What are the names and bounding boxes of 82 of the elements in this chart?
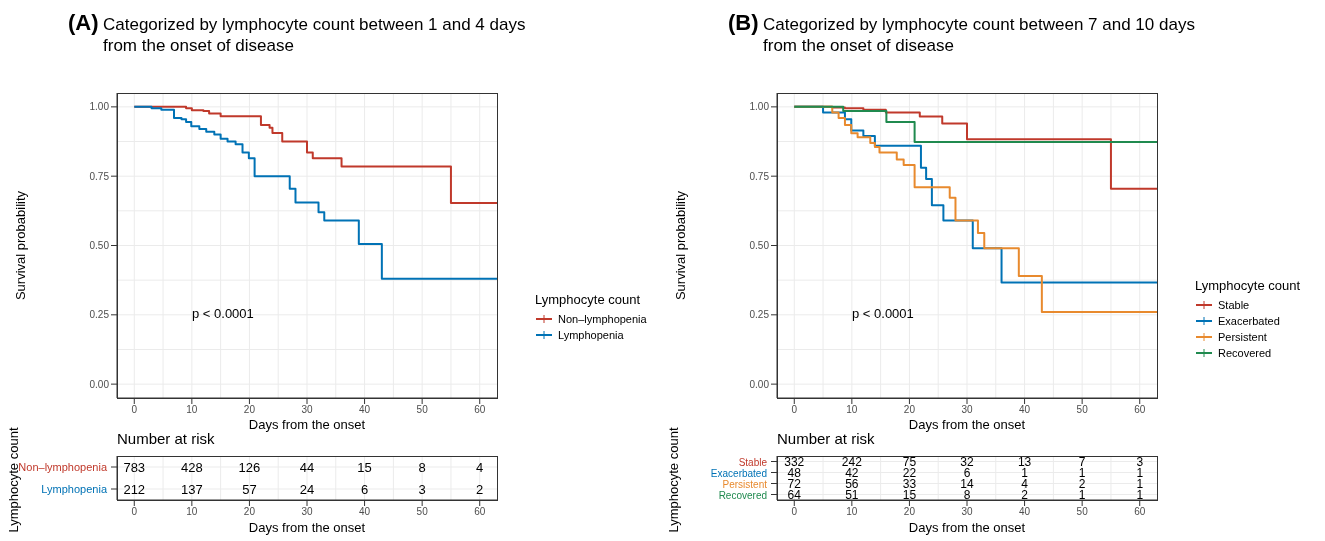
annotation: p < 0.0001 (852, 306, 914, 321)
legend-label: Lymphopenia (558, 329, 624, 341)
y-tick-label: Recovered (718, 489, 767, 501)
y-tick-label: 0.00 (89, 378, 110, 390)
data-label: 24 (299, 481, 315, 497)
y-axis-title: Lymphocyte count (665, 426, 681, 535)
x-axis-title: Days from the onset (248, 417, 366, 432)
x-tick-label: 0 (791, 506, 798, 518)
data-label: 783 (123, 459, 146, 475)
x-tick-label: 10 (846, 506, 858, 518)
x-tick-label: 10 (846, 404, 858, 416)
y-axis-title: Survival probability (672, 190, 688, 301)
legend-label: Persistent (1218, 331, 1267, 343)
data-label: 15 (357, 459, 372, 475)
x-tick-label: 50 (1076, 404, 1089, 416)
x-tick-label: 10 (186, 404, 198, 416)
chart-title: Number at risk (777, 430, 875, 447)
chart-title: (B) (728, 10, 759, 35)
x-tick-label: 0 (791, 404, 798, 416)
y-tick-label: Non–lymphopenia (18, 461, 108, 473)
y-tick-label: 1.00 (89, 101, 110, 113)
data-label: 4 (476, 459, 484, 475)
y-tick-label: 0.25 (89, 309, 110, 321)
annotation: p < 0.0001 (192, 306, 254, 321)
x-axis-title: Days from the onset (908, 520, 1026, 535)
x-tick-label: 20 (243, 506, 256, 518)
x-tick-label: 40 (1019, 506, 1031, 518)
x-tick-label: 0 (131, 506, 138, 518)
y-tick-label: 0.50 (749, 240, 770, 252)
x-tick-label: 30 (961, 404, 973, 416)
y-tick-label: Exacerbated (710, 467, 767, 479)
y-tick-label: 0.00 (749, 378, 770, 390)
chart-subtitle: Categorized by lymphocyte count between 1 and 4 days from the onset of disease (103, 14, 527, 56)
x-tick-label: 60 (1134, 506, 1146, 518)
data-label: 137 (181, 481, 203, 497)
x-tick-label: 10 (186, 506, 198, 518)
legend-label: Stable (1218, 299, 1250, 311)
x-axis-title: Days from the onset (248, 520, 366, 535)
y-tick-label: Lymphopenia (41, 483, 108, 495)
data-label: 44 (299, 459, 315, 475)
x-tick-label: 30 (961, 506, 973, 518)
x-tick-label: 20 (903, 404, 916, 416)
x-tick-label: 60 (474, 506, 486, 518)
data-label: 2 (476, 481, 484, 497)
x-tick-label: 20 (903, 506, 916, 518)
y-tick-label: 0.25 (749, 309, 770, 321)
x-tick-label: 60 (1134, 404, 1146, 416)
x-tick-label: 60 (474, 404, 486, 416)
data-label: 6 (360, 481, 369, 497)
data-label: 3 (418, 481, 426, 497)
data-label: 57 (242, 481, 257, 497)
chart-subtitle: Categorized by lymphocyte count between 7 and 10 days from the onset of disease (763, 14, 1196, 56)
x-tick-label: 50 (416, 506, 429, 518)
chart-title: (A) (68, 10, 99, 35)
y-tick-label: 1.00 (749, 101, 770, 113)
x-tick-label: 40 (1019, 404, 1031, 416)
legend-label: Recovered (1218, 347, 1272, 359)
y-tick-label: Persistent (722, 478, 768, 490)
x-tick-label: 50 (1076, 506, 1089, 518)
x-tick-label: 30 (301, 506, 313, 518)
y-tick-label: Stable (738, 456, 768, 468)
data-label: 8 (418, 459, 426, 475)
legend-title: Lymphocyte count (1195, 278, 1301, 293)
data-label: 126 (238, 459, 261, 475)
legend-title: Lymphocyte count (535, 292, 642, 307)
data-label: 428 (181, 459, 203, 475)
legend-label: Non–lymphopenia (558, 313, 647, 325)
legend-label: Exacerbated (1218, 315, 1280, 327)
x-tick-label: 40 (359, 506, 371, 518)
y-axis-title: Survival probability (12, 190, 28, 301)
x-tick-label: 40 (359, 404, 371, 416)
y-axis-title: Lymphocyte count (5, 426, 21, 535)
x-tick-label: 20 (243, 404, 256, 416)
y-tick-label: 0.75 (89, 170, 110, 182)
y-tick-label: 0.50 (89, 240, 110, 252)
chart-title: Number at risk (117, 430, 215, 447)
x-axis-title: Days from the onset (908, 417, 1026, 432)
x-tick-label: 50 (416, 404, 429, 416)
y-tick-label: 0.75 (749, 170, 770, 182)
data-label: 212 (123, 481, 146, 497)
x-tick-label: 30 (301, 404, 313, 416)
x-tick-label: 0 (131, 404, 138, 416)
